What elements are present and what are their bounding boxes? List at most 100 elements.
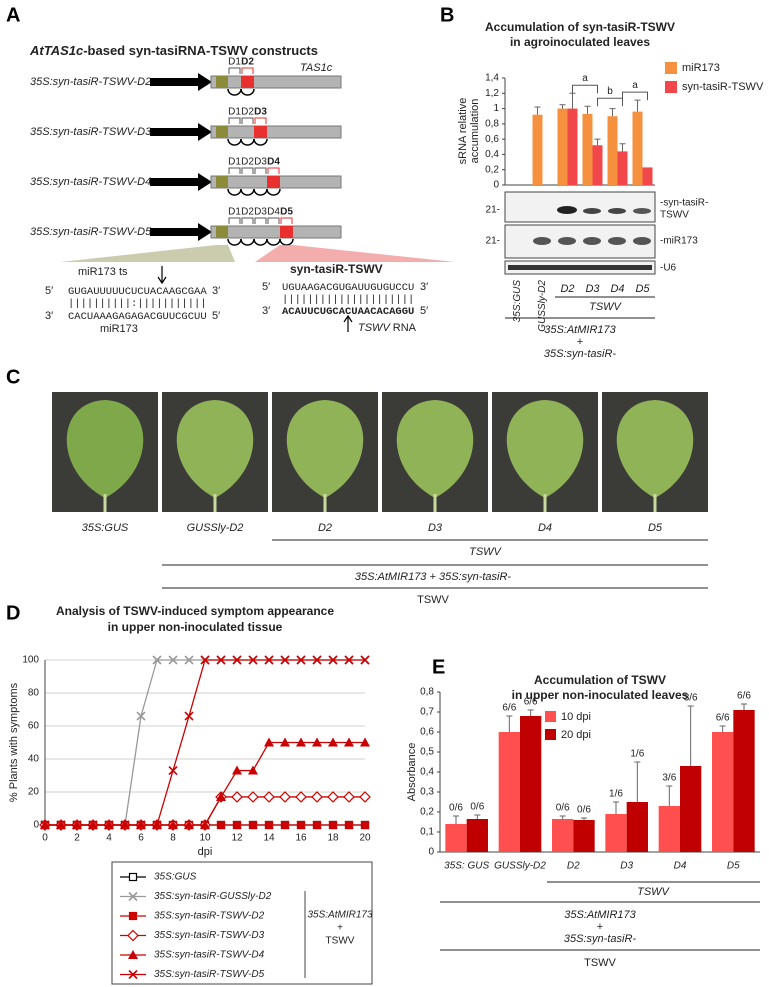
sample-label: 35S:GUS [82, 522, 129, 534]
fraction-label: 0/6 [577, 805, 591, 816]
y-tick-label: 0,7 [420, 707, 434, 718]
domain-bracket [228, 117, 241, 124]
y-tick-label: 0,5 [420, 747, 434, 758]
y-tick-label: 100 [22, 655, 39, 666]
fraction-label: 6/6 [737, 691, 751, 702]
marker [231, 791, 243, 803]
promoter-arrow-head [198, 173, 212, 191]
legend-label: 35S:syn-tasiR-TSWV-D2 [154, 911, 265, 922]
significance-label: a [632, 80, 638, 91]
gene-bar [210, 225, 342, 239]
marker [360, 655, 370, 665]
error-bar [584, 105, 591, 114]
domain-bracket [241, 217, 254, 224]
promoter-arrow-head [198, 73, 212, 91]
domain-bracket [254, 217, 267, 224]
marker [264, 737, 274, 747]
marker [280, 737, 290, 747]
tasir-label: syn-tasiR-TSWV [290, 262, 383, 276]
syn-tasir-domain [280, 226, 293, 238]
bar [626, 802, 648, 852]
marker [311, 791, 323, 803]
three-prime: 3′ [262, 305, 270, 317]
size-marker: 21- [486, 205, 500, 216]
phasing-arc [253, 188, 268, 196]
y-tick-label: 1 [493, 103, 499, 114]
chart-title: Accumulation of syn-tasiR-TSWV [485, 20, 675, 34]
marker [216, 655, 226, 665]
marker [344, 655, 354, 665]
phasing-arc [240, 138, 255, 146]
phasing-arc [227, 138, 242, 146]
marker [128, 872, 138, 882]
marker [248, 820, 258, 830]
marker [296, 737, 306, 747]
leaf [616, 400, 694, 498]
group-label: 35S:syn-tasiR- [544, 348, 616, 360]
domain-label: D4 [267, 157, 280, 168]
x-tick-label: 2 [74, 833, 80, 844]
x-tick-label: 14 [263, 833, 275, 844]
target-site [216, 126, 228, 138]
legend-label: 20 dpi [561, 729, 591, 741]
fraction-label: 1/6 [630, 749, 644, 760]
fraction-label: 0/6 [470, 802, 484, 813]
error-bar [619, 143, 626, 152]
target-site [216, 226, 228, 238]
marker [296, 820, 306, 830]
error-bar [741, 703, 747, 710]
x-tick-label: 12 [231, 833, 243, 844]
bar [582, 113, 593, 185]
lane-label: D2 [560, 283, 574, 295]
syn-tasir-domain [267, 176, 280, 188]
chart-subtitle: in upper non-inoculated leaves [512, 688, 689, 702]
group-label: TSWV [469, 546, 502, 558]
error-bar [634, 99, 641, 112]
marker [328, 820, 338, 830]
marker [295, 791, 307, 803]
y-tick-label: 0,4 [420, 767, 434, 778]
marker [280, 655, 290, 665]
bar [573, 820, 595, 852]
leaf [506, 400, 584, 498]
legend-group-label: TSWV [326, 936, 355, 947]
significance-label: a [582, 73, 588, 84]
lane-label: D4 [610, 283, 624, 295]
fraction-label: 0/6 [556, 803, 570, 814]
x-tick-label: D4 [674, 861, 687, 872]
y-tick-label: 0,3 [420, 787, 434, 798]
marker [200, 655, 210, 665]
fraction-label: 6/6 [716, 713, 730, 724]
blot-band [608, 208, 626, 214]
group-label: TSWV [589, 301, 622, 313]
rna-label: TSWV RNA [358, 322, 417, 334]
y-tick-label: 20 [28, 787, 40, 798]
legend-label: 35S:syn-tasiR-TSWV-D4 [154, 950, 265, 961]
fraction-label: 0/6 [449, 803, 463, 814]
tasir-seq: UGUAAGACGUGAUUGUGUCCU [282, 282, 414, 294]
promoter-arrow [150, 78, 198, 86]
marker [184, 711, 194, 721]
lane-label: D3 [585, 283, 600, 295]
x-tick-label: 20 [359, 833, 371, 844]
marker [128, 969, 138, 980]
legend-label: 35S:syn-tasiR-GUSSly-D2 [154, 891, 272, 902]
target-site [216, 76, 228, 88]
blot-band [633, 208, 651, 214]
leaf [176, 400, 254, 498]
marker [344, 737, 354, 747]
legend-label: syn-tasiR-TSWV [682, 81, 764, 93]
group-label: 35S:AtMIR173 + 35S:syn-tasiR- [355, 571, 512, 583]
five-prime: 5′ [212, 310, 220, 322]
marker [248, 765, 258, 775]
phasing-arc [253, 138, 268, 146]
y-tick-label: 0,1 [420, 827, 434, 838]
y-tick-label: 0,6 [420, 727, 434, 738]
y-tick-label: 60 [28, 721, 40, 732]
blot-band [583, 237, 601, 245]
y-axis-label: sRNA relative [457, 98, 469, 165]
target-seq: GUGAUUUUUCUCUACAAGCGAA [68, 286, 207, 298]
bar [642, 167, 653, 185]
error-bar [609, 108, 616, 117]
domain-bracket [267, 167, 280, 174]
